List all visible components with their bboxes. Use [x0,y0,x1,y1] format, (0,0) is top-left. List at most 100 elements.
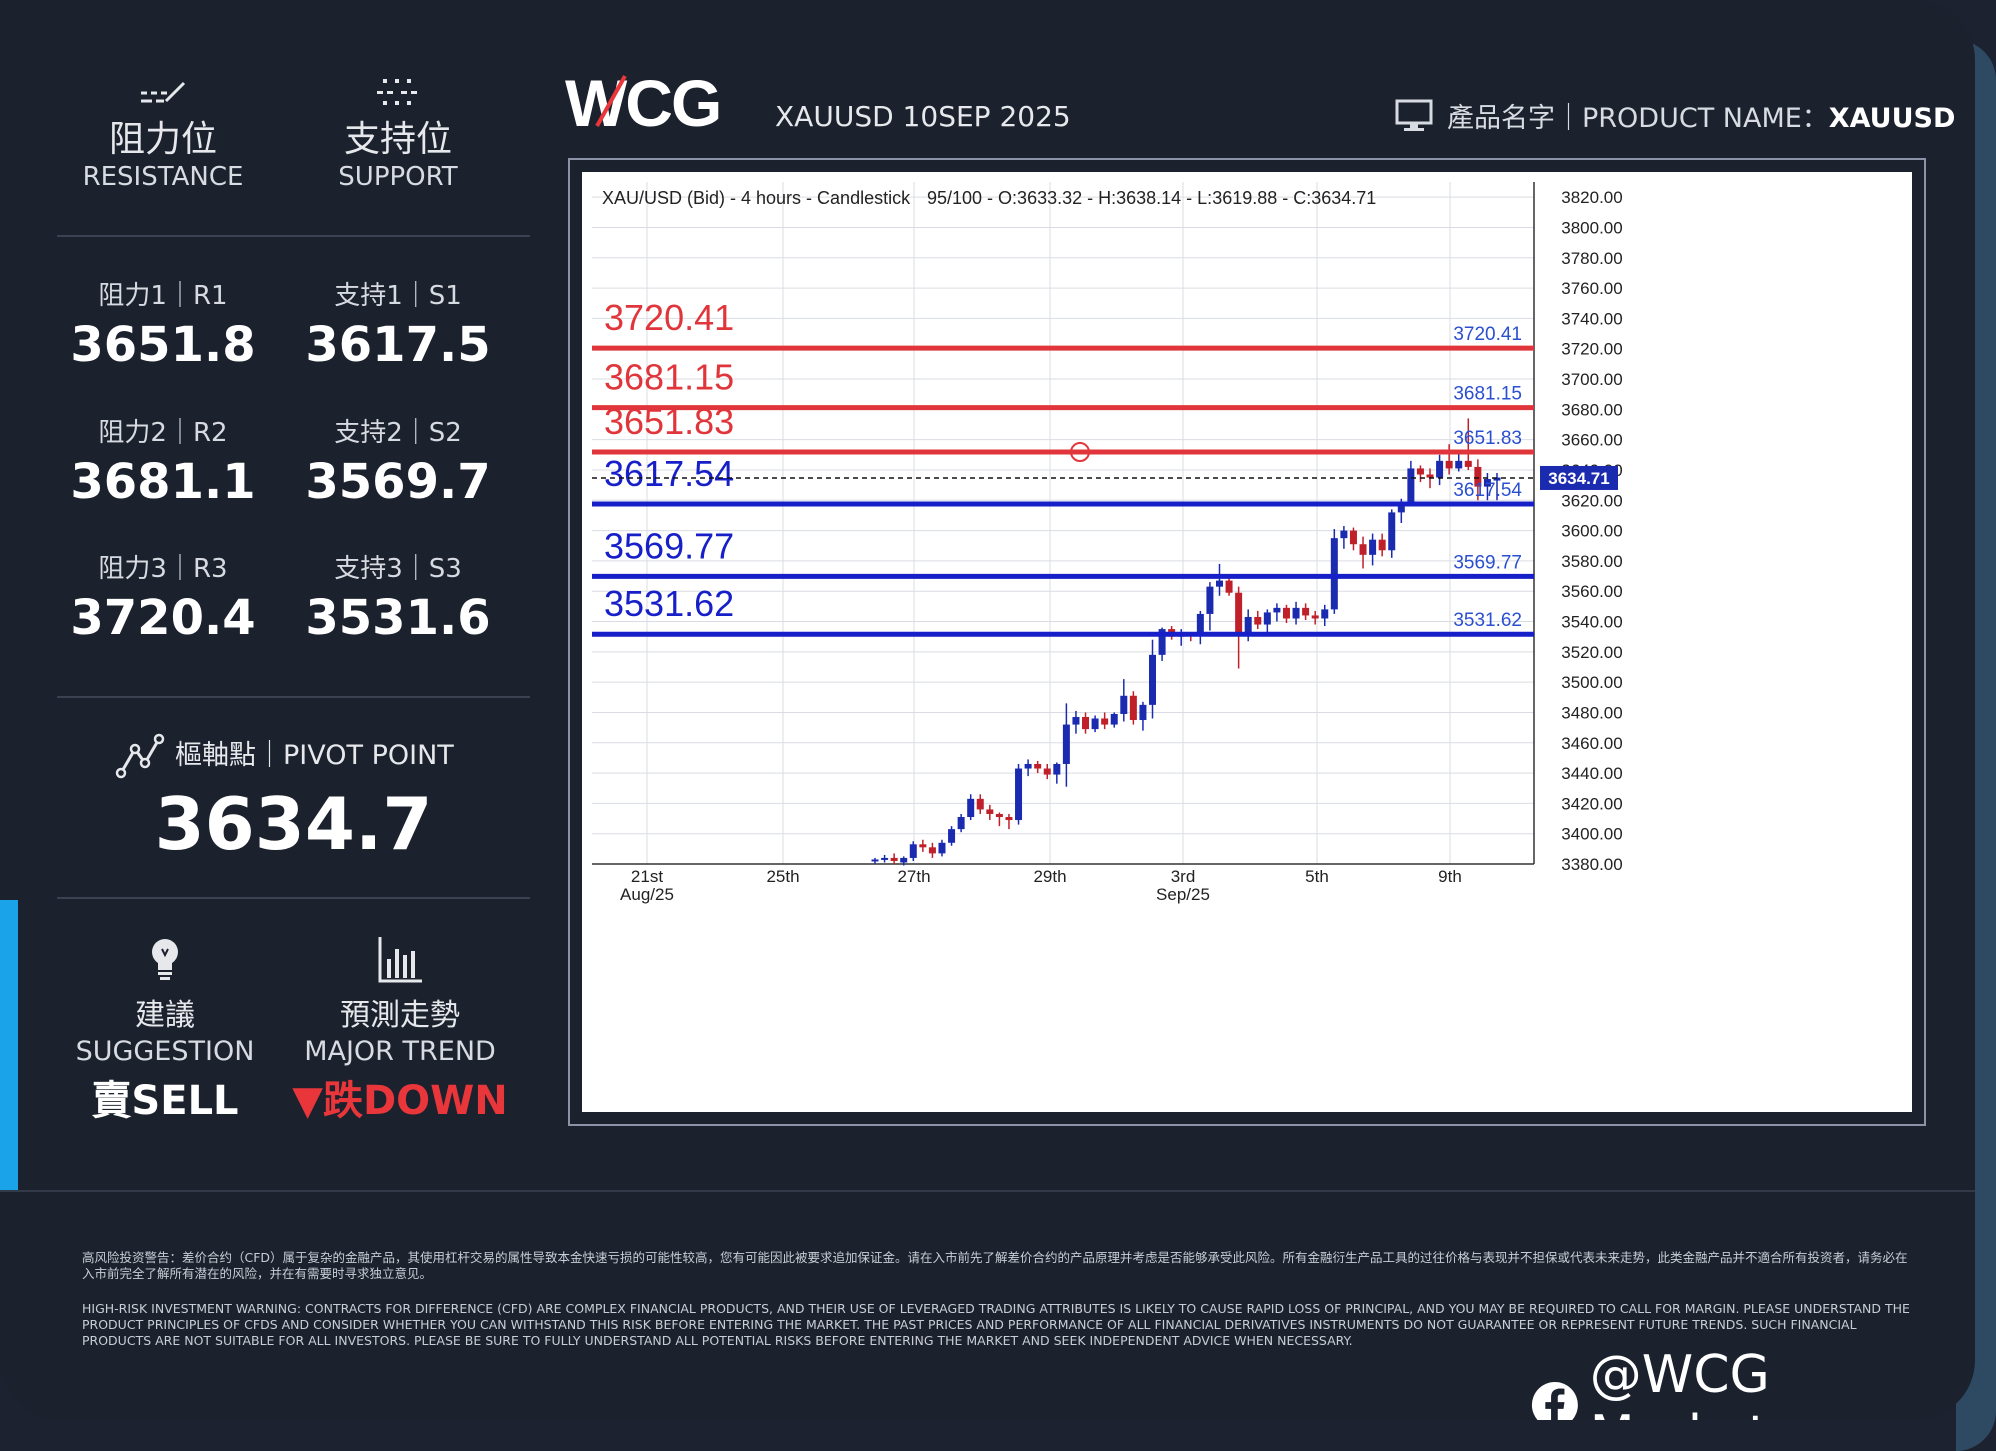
y-tick-label: 3740.00 [1561,309,1622,328]
suggestion-block: 建議 SUGGESTION 賣SELL [45,935,285,1129]
candle-body [1436,460,1444,478]
candle-body [890,857,898,861]
candle-body [1225,580,1233,593]
candle-body [1139,704,1147,721]
support-line-label: 3569.77 [604,525,734,566]
candle-body [1292,607,1300,619]
left-accent-bar [0,900,18,1190]
candle-body [1388,512,1396,551]
candle-body [1158,629,1166,655]
candle-body [948,829,956,843]
candle-body [957,817,965,830]
r2-label: 阻力2｜R2 [98,418,228,448]
resistance-line-label: 3651.83 [604,401,734,442]
s2-value: 3569.7 [305,454,491,510]
y-tick-label: 3400.00 [1561,825,1622,844]
chart-title: XAU/USD (Bid) - 4 hours - Candlestick [602,188,911,208]
candle-body [986,809,994,814]
y-tick-label: 3520.00 [1561,643,1622,662]
product-value: XAUUSD [1828,103,1956,134]
candle-body [1110,713,1118,725]
candle-body [1149,654,1157,705]
level-r1: 阻力1｜R1 3651.8 [53,280,273,374]
support-line-label: 3617.54 [604,453,734,494]
candle-body [1091,718,1099,730]
resistance-en: RESISTANCE [82,162,244,192]
bar-chart-icon [378,937,422,983]
social-handle-text: @WCG Markets [1589,1345,1796,1420]
report-card: 阻力位 RESISTANCE 支持位 SUPPORT 阻力1｜R1 3651.8… [0,66,1975,1420]
x-tick-label: 21st [631,867,663,886]
level-right-label: 3617.54 [1453,480,1522,501]
candle-body [995,813,1003,818]
y-tick-label: 3820.00 [1561,188,1622,207]
r3-value: 3720.4 [70,590,256,646]
candle-body [1464,460,1472,467]
candle-body [1455,460,1463,469]
s1-value: 3617.5 [305,317,491,373]
disclaimer-cn: 高风险投资警告：差价合约（CFD）属于复杂的金融产品，其使用杠杆交易的属性导致本… [82,1250,1908,1281]
candle-body [1302,607,1310,616]
s3-value: 3531.6 [305,590,491,646]
candle-body [1349,530,1357,545]
candle-body [1043,768,1051,775]
candle-body [1215,580,1223,587]
chart-frame: 3820.00 3800.00 3780.00 3760.00 3740.00 3720.… [568,158,1926,1126]
candle-body [1005,817,1013,821]
candle-body [1311,615,1319,619]
candle-body [919,844,927,848]
s3-label: 支持3｜S3 [334,554,462,584]
suggestion-en: SUGGESTION [75,1036,255,1067]
trend-en: MAJOR TREND [304,1036,496,1067]
candle-body [1321,609,1329,619]
candle-body [1196,613,1204,636]
candle-body [967,798,975,818]
support-line-label: 3531.62 [604,583,734,624]
trend-cn: 預測走勢 [340,998,460,1033]
level-marker-circle [1070,442,1090,463]
y-tick-label: 3780.00 [1561,249,1622,268]
candle-body [1024,763,1032,769]
y-tick-label: 3800.00 [1561,218,1622,237]
x-tick-label: 29th [1033,867,1066,886]
y-tick-label: 3420.00 [1561,794,1622,813]
candle-body [928,847,936,854]
candle-body [1359,544,1367,555]
resistance-line-icon [141,81,186,103]
level-s1: 支持1｜S1 3617.5 [288,280,508,374]
wcg-logo-mark: WCG [565,66,722,140]
candle-body [1445,460,1453,469]
x-tick-label: 9th [1438,867,1462,886]
candle-body [871,859,879,862]
candle-body [1129,695,1137,721]
level-r3: 阻力3｜R3 3720.4 [53,553,273,647]
candle-body [1273,607,1281,613]
trend-block: 預測走勢 MAJOR TREND ▼跌DOWN [280,935,520,1129]
r2-value: 3681.1 [70,454,256,510]
disclaimer-en: HIGH-RISK INVESTMENT WARNING: CONTRACTS … [82,1301,1910,1348]
wcg-logo: WCG [565,66,755,140]
candle-body [909,844,917,858]
candle-body [1082,716,1090,730]
level-right-label: 3681.15 [1453,384,1522,405]
current-price-label: 3634.71 [1548,469,1609,488]
y-tick-label: 3760.00 [1561,279,1622,298]
candle-body [1407,468,1415,502]
x-tick-label: 3rd [1171,867,1196,886]
resistance-header: 阻力位 RESISTANCE [63,75,263,193]
level-s3: 支持3｜S3 3531.6 [288,553,508,647]
y-tick-label: 3380.00 [1561,855,1622,874]
support-header: 支持位 SUPPORT [298,75,498,193]
suggestion-cn: 建議 [135,998,195,1033]
candle-body [1330,538,1338,610]
candle-body [976,798,984,810]
current-price-tag [1540,465,1618,490]
divider-middle [57,696,530,698]
x-tick-sublabel: Aug/25 [620,885,674,904]
r1-value: 3651.8 [70,317,256,373]
social-handle[interactable]: @WCG Markets [1530,1345,1975,1420]
y-tick-label: 3500.00 [1561,673,1622,692]
y-tick-label: 3720.00 [1561,340,1622,359]
y-tick-label: 3560.00 [1561,582,1622,601]
s2-label: 支持2｜S2 [334,418,462,448]
